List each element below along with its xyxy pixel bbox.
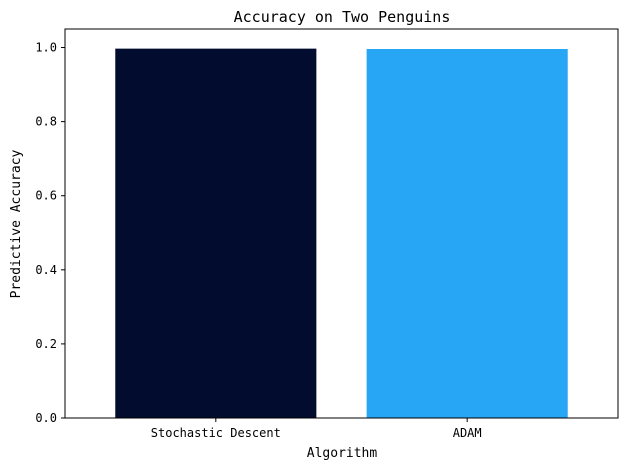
y-tick-label: 1.0 [35, 41, 57, 55]
y-tick-label: 0.2 [35, 337, 57, 351]
plot-frame [64, 28, 619, 419]
bar-adam [366, 49, 568, 419]
chart-title: Accuracy on Two Penguins [234, 8, 451, 26]
y-tick-label: 0.0 [35, 411, 57, 425]
y-tick-label: 0.6 [35, 189, 57, 203]
x-tick-label: Stochastic Descent [151, 426, 281, 440]
x-axis-label: Algorithm [307, 446, 378, 461]
y-tick-label: 0.4 [35, 263, 57, 277]
bar-stochastic-descent [115, 48, 317, 418]
plot-area: Stochastic Descent ADAM 0.0 0.2 0.4 0.6 0.8 1.0 [35, 41, 568, 440]
y-axis-label: Predictive Accuracy [9, 149, 24, 298]
x-tick-label: ADAM [453, 426, 482, 440]
y-tick-label: 0.8 [35, 115, 57, 129]
